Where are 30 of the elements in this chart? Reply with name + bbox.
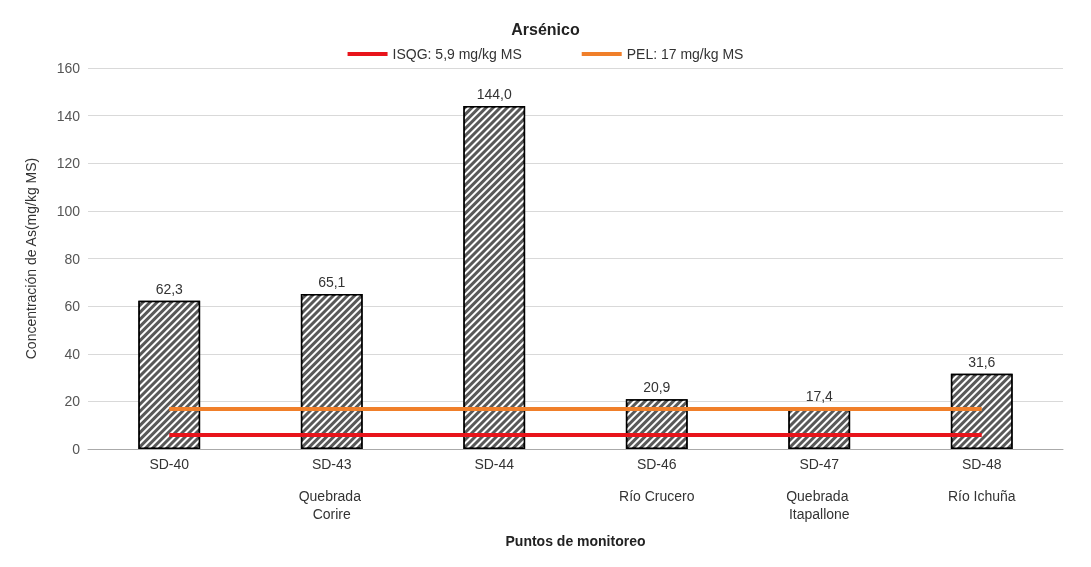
- x-tick-label: SD-46: [636, 456, 677, 472]
- legend-label: ISQG: 5,9 mg/kg MS: [392, 46, 522, 62]
- chart-title: Arsénico: [511, 20, 580, 38]
- y-tick-label: 0: [72, 441, 81, 457]
- x-tick-label: SD-43: [311, 456, 352, 472]
- data-label: 65,1: [318, 273, 346, 290]
- legend-label: PEL: 17 mg/kg MS: [626, 46, 744, 62]
- y-tick-label: 140: [56, 107, 81, 124]
- y-tick-label: 160: [56, 60, 81, 76]
- data-label: 20,9: [643, 379, 671, 396]
- data-label: 31,6: [968, 353, 996, 370]
- y-tick-label: 120: [56, 155, 81, 172]
- text: Río Ichuña: [947, 488, 1016, 504]
- y-tick-label: 80: [64, 250, 81, 267]
- y-tick-label: 100: [56, 202, 81, 219]
- data-label: 144,0: [476, 86, 512, 103]
- text: Quebrada Corire: [298, 488, 365, 522]
- data-label: 17,4: [805, 387, 834, 404]
- y-axis-title: Concentración de As(mg/kg MS): [23, 157, 39, 360]
- x-tick-label: SD-47: [799, 456, 840, 472]
- x-axis-title: Puntos de monitoreo: [505, 533, 646, 549]
- y-tick-label: 40: [64, 345, 81, 362]
- data-label: 62,3: [155, 280, 184, 297]
- y-tick-label: 20: [64, 393, 81, 410]
- x-tick-label: SD-48: [961, 456, 1002, 472]
- x-tick-label: SD-40: [149, 456, 190, 472]
- text: Río Crucero: [619, 488, 695, 504]
- text: Quebrada Itapallone: [786, 488, 853, 522]
- x-tick-label: SD-44: [474, 456, 515, 472]
- y-tick-label: 60: [64, 298, 81, 315]
